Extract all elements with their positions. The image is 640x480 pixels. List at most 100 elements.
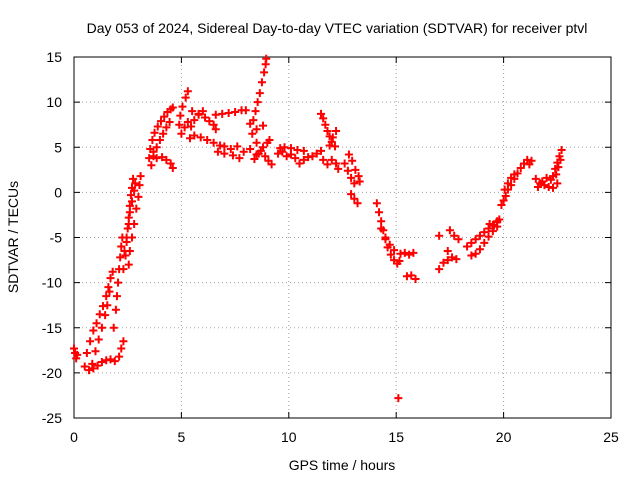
- data-point: [395, 256, 404, 265]
- data-point: [454, 235, 463, 244]
- data-point: [117, 242, 126, 251]
- data-point: [332, 159, 341, 168]
- data-point: [235, 154, 244, 163]
- data-point: [328, 133, 337, 142]
- data-point: [209, 138, 218, 147]
- data-point: [467, 238, 476, 247]
- data-point: [85, 366, 94, 375]
- data-point: [103, 301, 112, 310]
- data-point: [97, 323, 106, 332]
- data-point: [233, 142, 242, 151]
- data-point: [323, 160, 332, 169]
- data-point: [121, 251, 130, 260]
- data-point: [351, 165, 360, 174]
- data-point: [319, 155, 328, 164]
- data-point: [480, 238, 489, 247]
- data-point: [319, 114, 328, 123]
- data-point: [159, 129, 168, 138]
- data-point: [106, 274, 115, 283]
- y-tick-label: -5: [50, 230, 63, 246]
- data-point: [448, 253, 457, 262]
- data-point: [531, 174, 540, 183]
- data-point: [405, 250, 414, 259]
- plot-frame: [73, 56, 612, 419]
- data-point: [251, 107, 260, 116]
- data-point: [158, 153, 167, 162]
- data-point: [211, 125, 220, 134]
- data-point: [220, 149, 229, 158]
- data-point: [246, 145, 255, 154]
- data-point: [109, 323, 118, 332]
- data-point: [435, 265, 444, 274]
- data-point: [312, 149, 321, 158]
- data-point: [94, 335, 103, 344]
- data-point: [340, 159, 349, 168]
- data-point: [381, 233, 390, 242]
- data-point: [101, 311, 110, 320]
- data-point: [495, 215, 504, 224]
- data-point: [488, 227, 497, 236]
- data-point: [257, 78, 266, 87]
- data-point: [334, 164, 343, 173]
- y-axis-label: SDTVAR / TECUs: [5, 181, 21, 293]
- data-point: [375, 208, 384, 217]
- y-tick-label: -20: [42, 365, 62, 381]
- x-axis-label: GPS time / hours: [289, 457, 396, 473]
- data-point: [503, 179, 512, 188]
- data-point: [89, 326, 98, 335]
- data-point: [127, 197, 136, 206]
- data-point: [267, 160, 276, 169]
- data-point: [73, 350, 82, 359]
- data-point: [203, 136, 212, 145]
- data-point: [443, 247, 452, 256]
- data-point: [196, 133, 205, 142]
- data-point: [183, 87, 192, 96]
- data-point: [102, 292, 111, 301]
- data-point: [92, 319, 101, 328]
- data-point: [538, 177, 547, 186]
- data-point: [480, 228, 489, 237]
- data-point: [111, 305, 120, 314]
- data-point: [88, 359, 97, 368]
- data-point: [131, 179, 140, 188]
- data-point: [165, 117, 174, 126]
- data-point: [119, 265, 128, 274]
- data-point: [385, 240, 394, 249]
- data-point: [226, 145, 235, 154]
- data-point: [527, 156, 536, 165]
- data-point: [255, 89, 264, 98]
- x-tick-label: 20: [496, 429, 512, 445]
- y-tick-label: -25: [42, 410, 62, 426]
- data-point: [127, 233, 136, 242]
- data-point: [484, 224, 493, 233]
- data-point: [386, 250, 395, 259]
- data-point: [198, 107, 207, 116]
- data-point: [354, 172, 363, 181]
- data-point: [282, 152, 291, 161]
- data-point: [501, 191, 510, 200]
- data-point: [153, 122, 162, 131]
- data-point: [82, 349, 91, 358]
- data-point: [308, 152, 317, 161]
- data-point: [467, 251, 476, 260]
- data-point: [176, 111, 185, 120]
- data-point: [93, 361, 102, 370]
- data-point: [168, 103, 177, 112]
- data-point: [475, 245, 484, 254]
- data-point: [188, 107, 197, 116]
- data-point: [439, 258, 448, 267]
- data-point: [353, 199, 362, 208]
- data-point: [132, 204, 141, 213]
- data-point: [156, 117, 165, 126]
- data-point: [205, 117, 214, 126]
- data-point: [106, 355, 115, 364]
- data-point: [125, 247, 134, 256]
- data-point: [134, 192, 143, 201]
- data-point: [108, 267, 117, 276]
- data-point: [150, 128, 159, 137]
- data-point: [201, 113, 210, 122]
- data-point: [119, 337, 128, 346]
- data-point: [471, 235, 480, 244]
- data-point: [110, 357, 119, 366]
- x-tick-label: 15: [388, 429, 404, 445]
